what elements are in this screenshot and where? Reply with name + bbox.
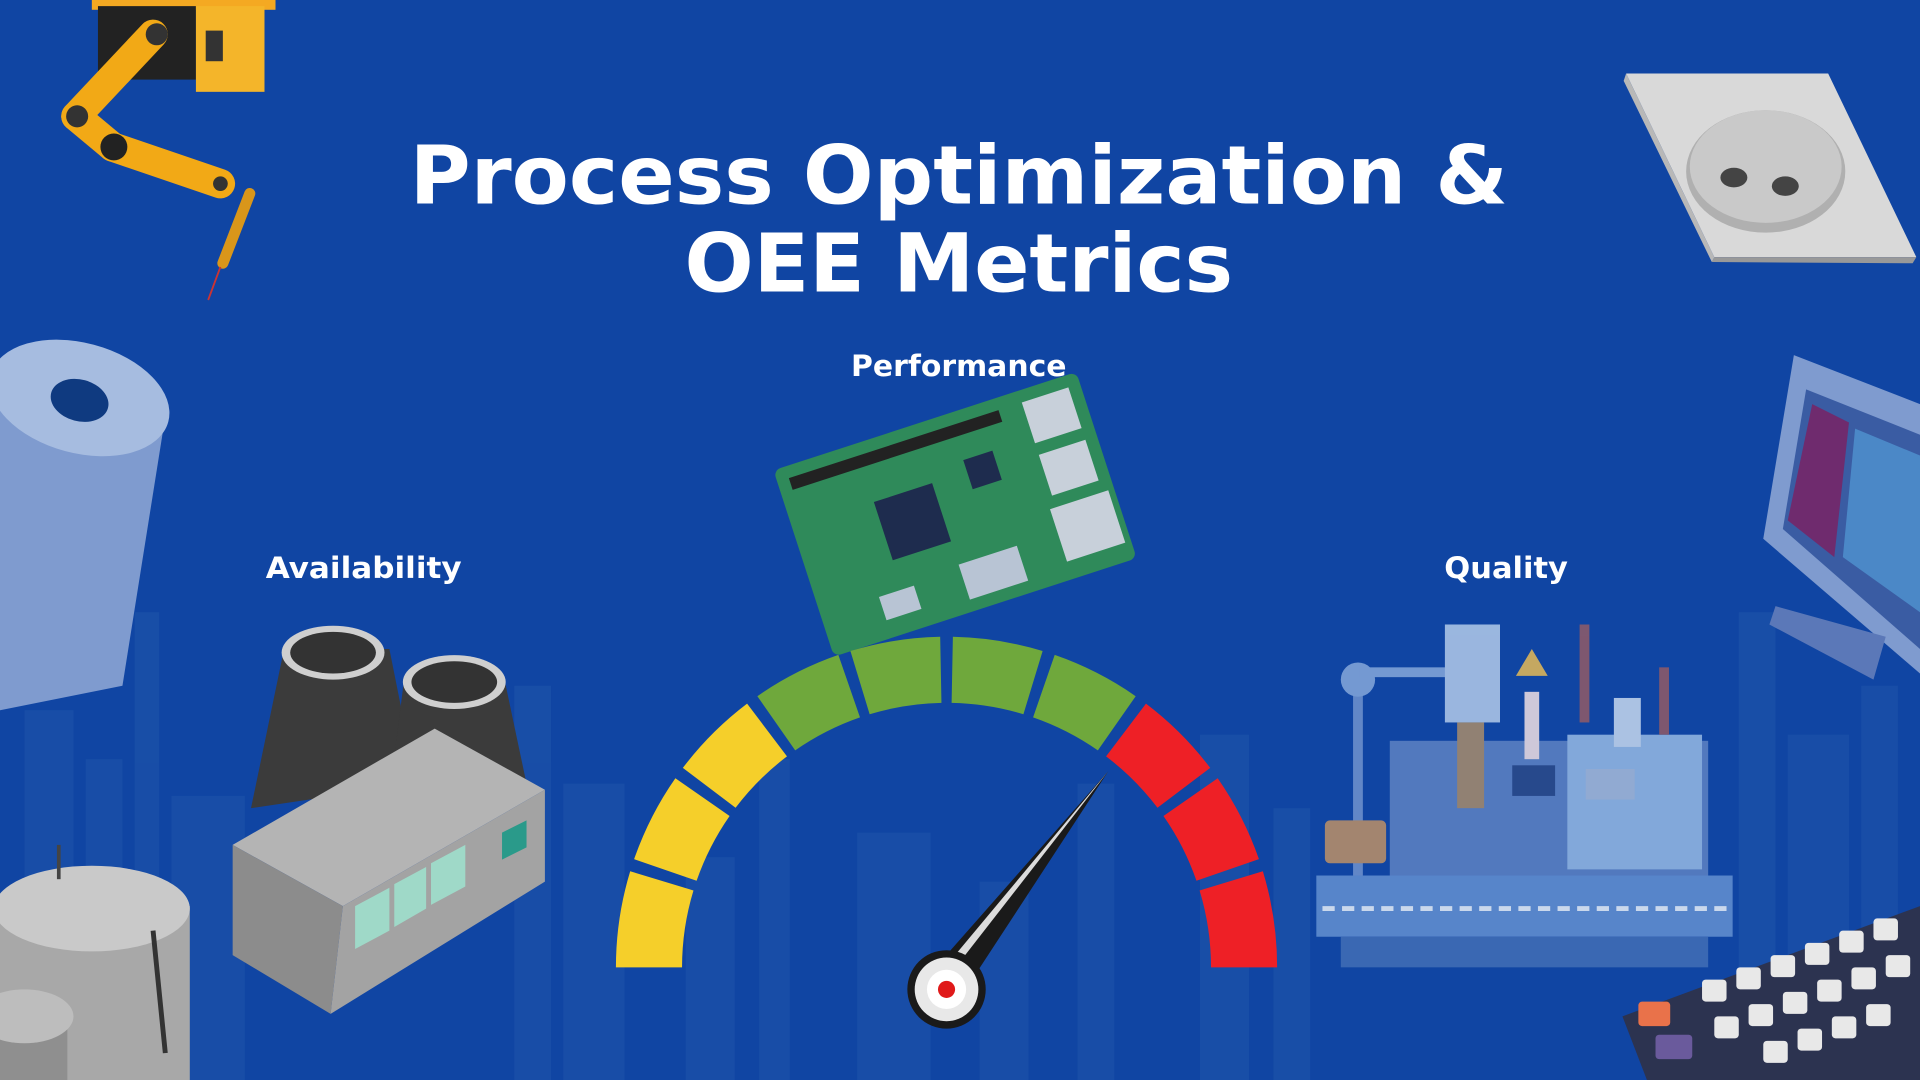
gauge-segment (850, 636, 942, 715)
metric-label: Performance (851, 349, 1067, 383)
metric-label: Quality (1444, 551, 1568, 585)
gauge-segment (1106, 703, 1211, 808)
gauge-segment (757, 654, 860, 751)
cylinder-illustration (0, 339, 170, 711)
gauge-segment (951, 636, 1043, 715)
keyboard-illustration (1622, 906, 1920, 1080)
metric-label: Availability (266, 551, 462, 585)
gauge (615, 636, 1278, 968)
gauge-segment (615, 871, 694, 968)
monitor-illustration (1763, 355, 1920, 680)
gauge-segment (1163, 778, 1259, 881)
socket-illustration (1623, 73, 1917, 264)
title-line: OEE Metrics (684, 217, 1233, 311)
gauge-segment (1033, 654, 1136, 751)
gauge-segment (634, 778, 730, 881)
tanks-illustration (0, 844, 190, 1080)
gauge-segment (1199, 871, 1278, 968)
machine-illustration (1316, 624, 1733, 968)
robot-arm-illustration (61, 0, 276, 301)
circuit-board-illustration (775, 373, 1135, 655)
title-line: Process Optimization & (410, 129, 1508, 223)
gauge-needle (907, 771, 1109, 1029)
factory-illustration (232, 625, 545, 1014)
gauge-segment (682, 703, 787, 808)
